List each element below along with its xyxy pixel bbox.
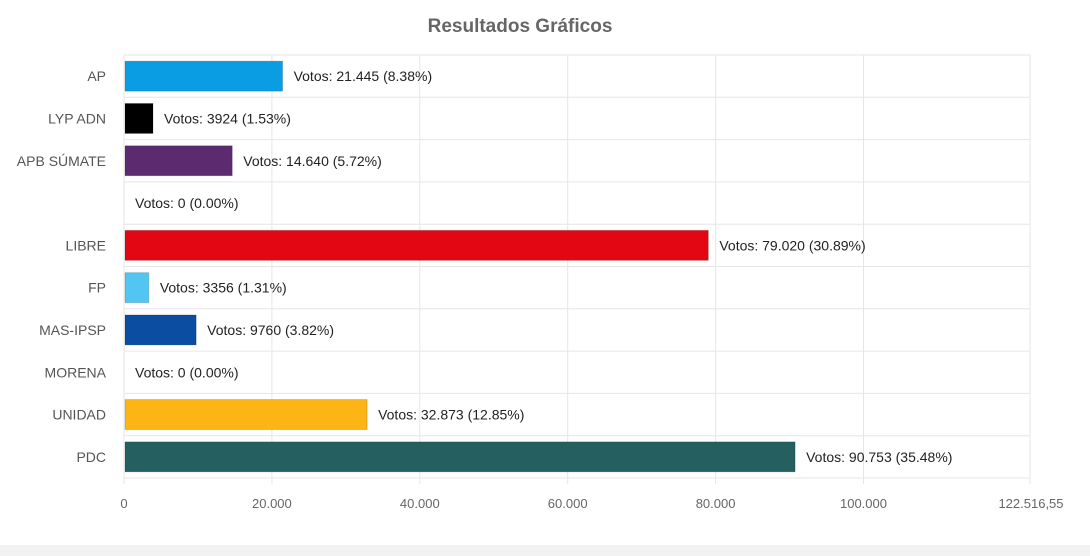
bar[interactable] bbox=[124, 441, 796, 473]
chart-title: Resultados Gráficos bbox=[427, 16, 613, 37]
data-label: Votos: 3356 (1.31%) bbox=[160, 280, 287, 296]
bar[interactable] bbox=[124, 102, 154, 134]
x-tick-label: 122.516,55 bbox=[998, 496, 1063, 511]
x-tick-label: 80.000 bbox=[696, 496, 736, 511]
bar[interactable] bbox=[124, 60, 284, 92]
category-label: AP bbox=[87, 68, 106, 84]
category-label: PDC bbox=[76, 449, 106, 465]
x-tick-label: 60.000 bbox=[548, 496, 588, 511]
x-tick-label: 20.000 bbox=[252, 496, 292, 511]
data-label: Votos: 32.873 (12.85%) bbox=[378, 407, 524, 423]
category-label: UNIDAD bbox=[52, 407, 106, 423]
data-label: Votos: 0 (0.00%) bbox=[135, 195, 239, 211]
bar[interactable] bbox=[124, 272, 150, 304]
category-label: APB SÚMATE bbox=[17, 153, 106, 169]
category-label: MORENA bbox=[45, 364, 107, 380]
bottom-divider bbox=[0, 545, 1090, 556]
data-label: Votos: 79.020 (30.89%) bbox=[719, 237, 865, 253]
category-label: MAS-IPSP bbox=[39, 322, 106, 338]
data-label: Votos: 9760 (3.82%) bbox=[207, 322, 334, 338]
x-tick-label: 100.000 bbox=[840, 496, 887, 511]
data-label: Votos: 14.640 (5.72%) bbox=[243, 153, 382, 169]
bar[interactable] bbox=[124, 399, 368, 431]
data-label: Votos: 21.445 (8.38%) bbox=[294, 68, 433, 84]
category-label: LYP ADN bbox=[48, 110, 106, 126]
x-tick-label: 40.000 bbox=[400, 496, 440, 511]
category-label: LIBRE bbox=[66, 237, 106, 253]
bar[interactable] bbox=[124, 145, 233, 177]
data-label: Votos: 0 (0.00%) bbox=[135, 364, 239, 380]
bar[interactable] bbox=[124, 229, 709, 261]
category-label: FP bbox=[88, 280, 106, 296]
x-tick-label: 0 bbox=[120, 496, 127, 511]
data-label: Votos: 3924 (1.53%) bbox=[164, 110, 291, 126]
bar[interactable] bbox=[124, 314, 197, 346]
data-label: Votos: 90.753 (35.48%) bbox=[806, 449, 952, 465]
